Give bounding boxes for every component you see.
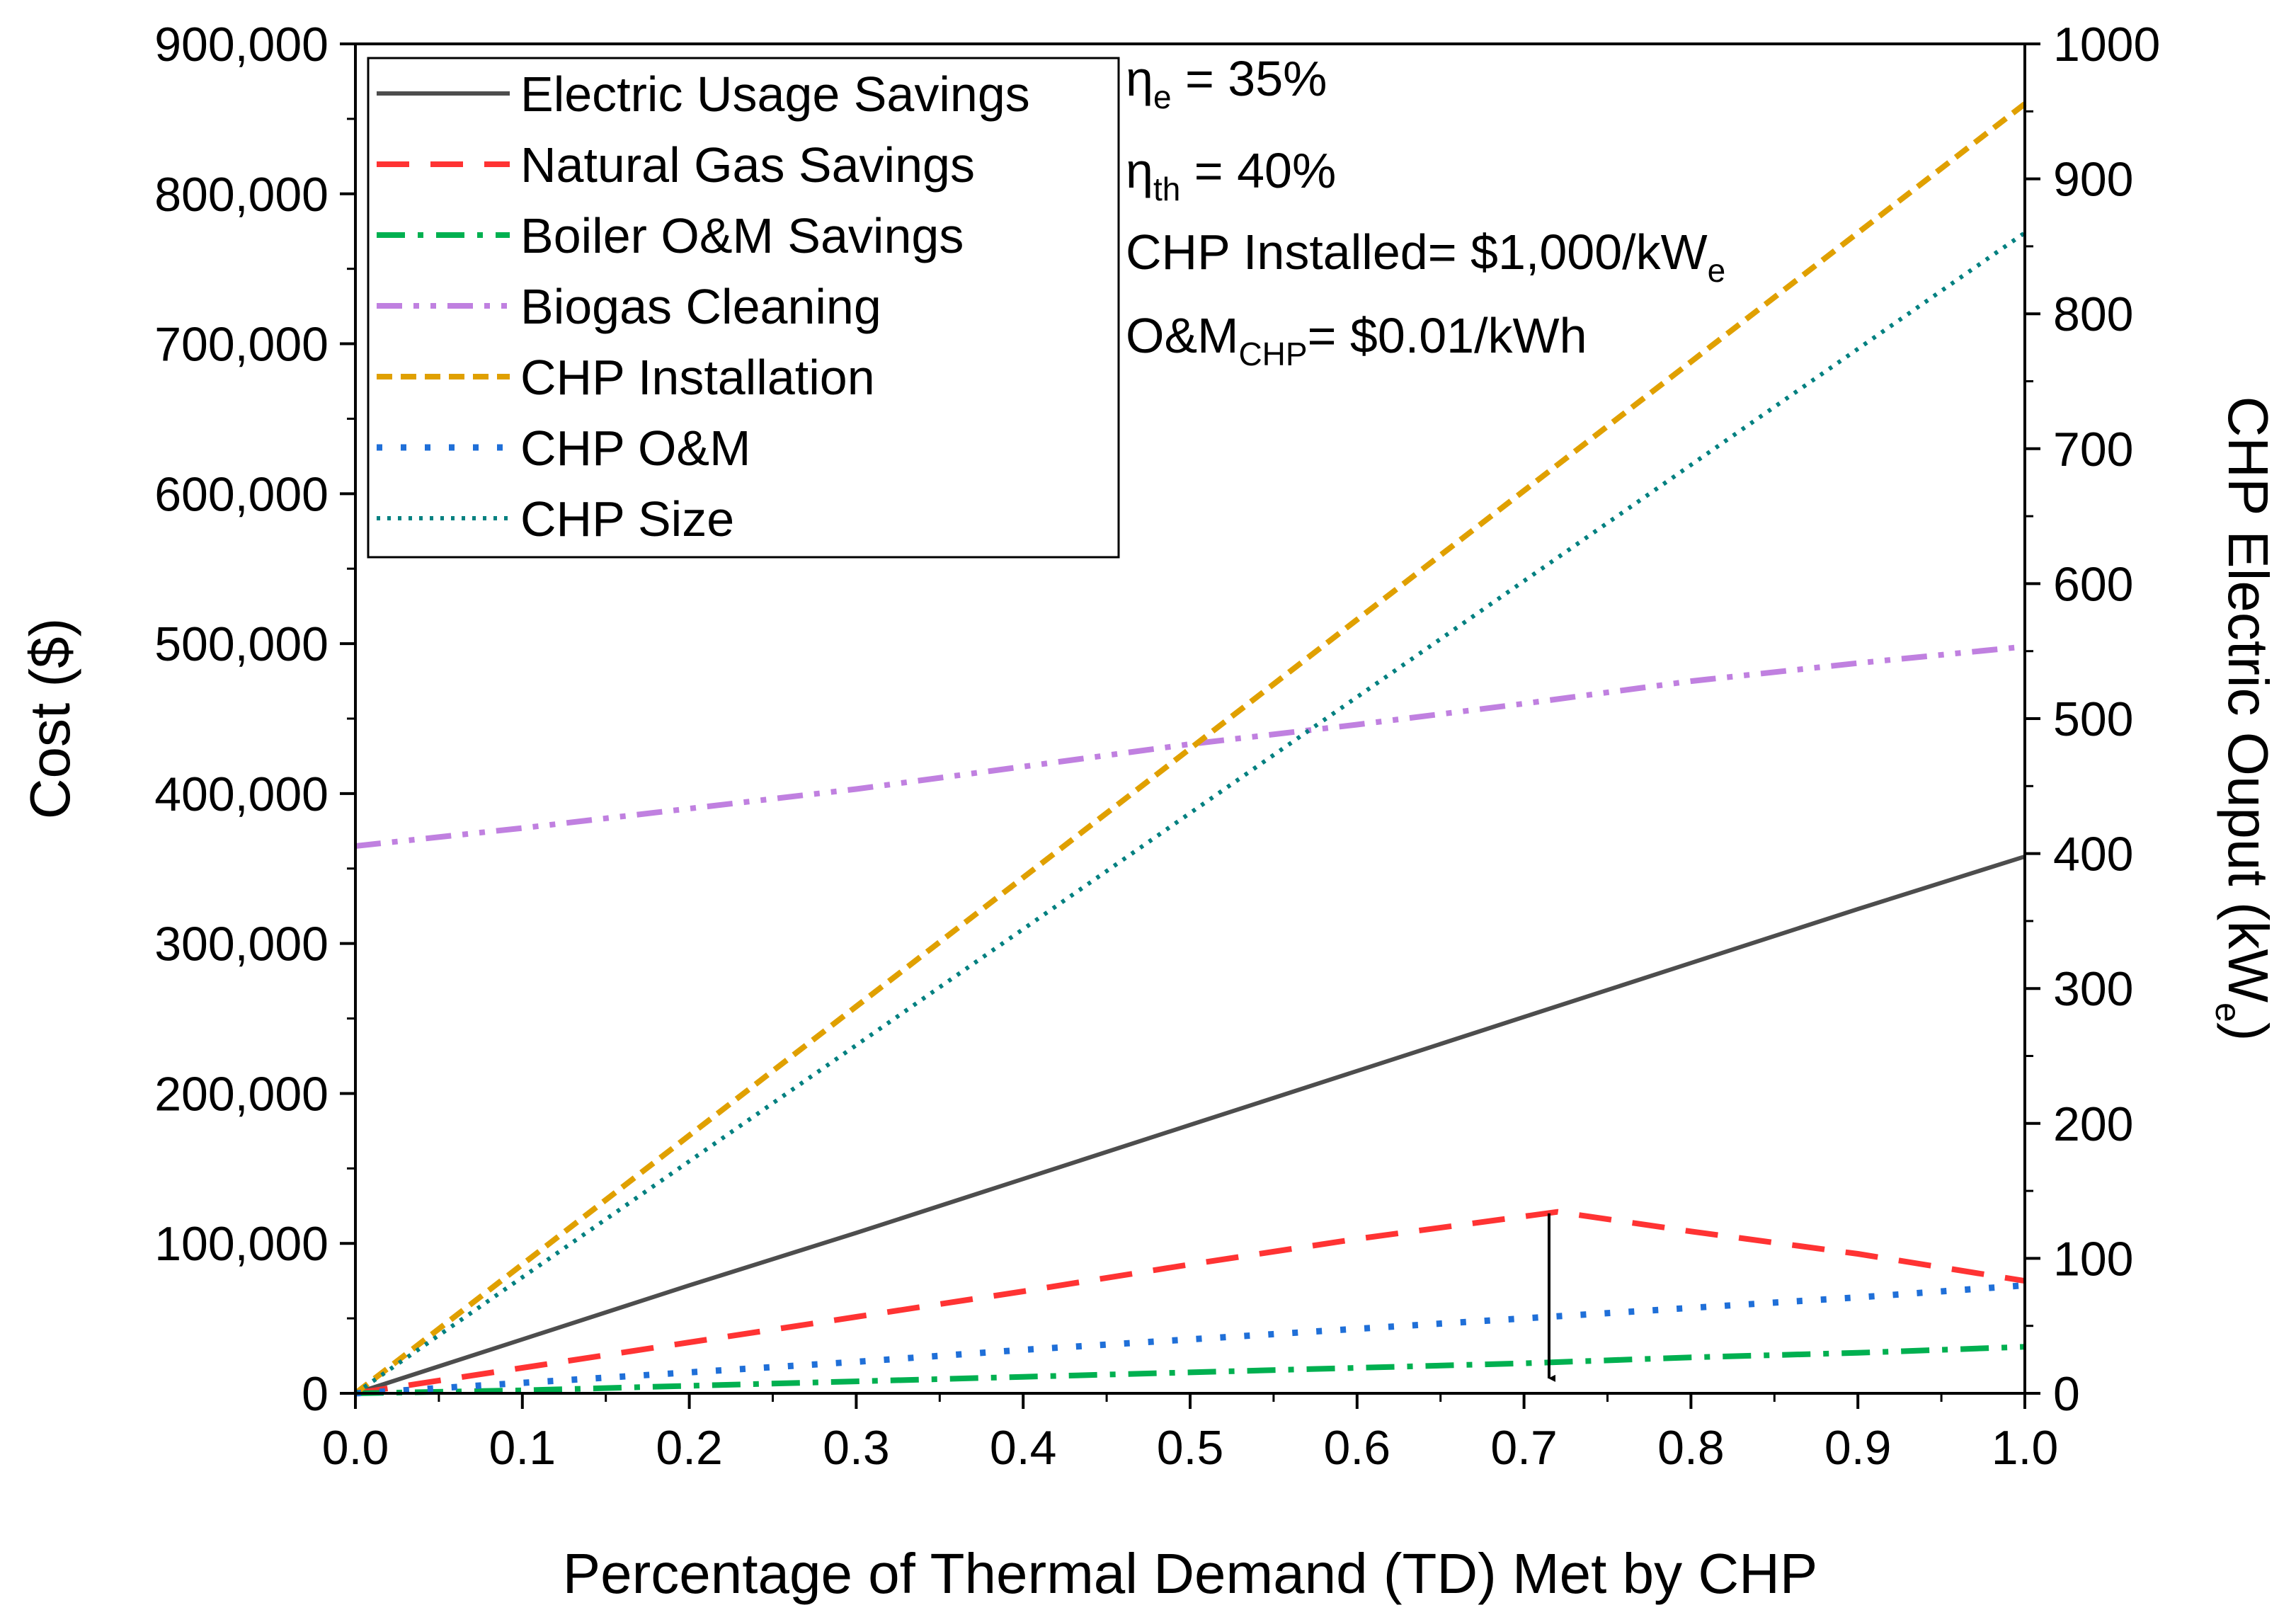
y-axis-ticks: 0 100,000 200,000 300,000 400,000 500,000 600,… (154, 18, 355, 1421)
annotation-sub: th (1153, 171, 1180, 207)
x-tick-label: 0.2 (656, 1421, 723, 1475)
annotation-tail: = $0.01/kWh (1308, 308, 1587, 363)
series-line-biogas-cleaning (355, 644, 2026, 849)
series-line-boiler-o-m-savings (355, 1344, 2026, 1396)
y2-axis-title-sub: e (2208, 1003, 2248, 1022)
annotation-tail: = 35% (1172, 51, 1327, 106)
y-tick-label: 100,000 (154, 1217, 329, 1271)
y2-tick-label: 200 (2053, 1097, 2133, 1151)
y2-tick-label: 800 (2053, 287, 2133, 341)
y2-axis-title-close: ) (2217, 1022, 2280, 1041)
annotation-text: ηth = 40% (1126, 143, 1336, 207)
y-axis-title: Cost ($) (18, 618, 81, 820)
legend: Electric Usage Savings Natural Gas Saving… (367, 57, 1120, 559)
y-tick-label: 500,000 (154, 617, 329, 671)
annotation-text: CHP Installed= $1,000/kWe (1126, 224, 1725, 289)
x-tick-label: 1.0 (1992, 1421, 2059, 1475)
legend-label: CHP O&M (520, 421, 750, 476)
y-tick-label: 0 (302, 1367, 329, 1421)
annotation-tail: = 40% (1180, 143, 1336, 198)
x-tick-label: 0.6 (1324, 1421, 1391, 1475)
y2-tick-label: 0 (2053, 1367, 2080, 1421)
series-line-electric-usage-savings (355, 854, 2026, 1395)
legend-box (367, 57, 1120, 559)
x-tick-label: 0.8 (1657, 1421, 1725, 1475)
x-axis-ticks: 0.0 0.1 0.2 0.3 0.4 0.5 0.6 0.7 0.8 0.9 1.0 (322, 1393, 2059, 1475)
x-tick-label: 0.0 (322, 1421, 389, 1475)
x-tick-label: 0.7 (1490, 1421, 1558, 1475)
y2-tick-label: 500 (2053, 692, 2133, 746)
y-tick-label: 200,000 (154, 1067, 329, 1121)
annotation-main: η (1126, 51, 1153, 106)
y-tick-label: 400,000 (154, 767, 329, 821)
y2-tick-label: 1000 (2053, 18, 2160, 72)
y-tick-label: 600,000 (154, 467, 329, 521)
legend-label: Biogas Cleaning (520, 279, 881, 334)
annotation-text: O&MCHP= $0.01/kWh (1126, 308, 1587, 372)
y2-axis-title: CHP Electric Ouput (kWe) (2208, 396, 2280, 1041)
series-line-chp-installation (353, 101, 2027, 1396)
x-tick-label: 0.5 (1157, 1421, 1224, 1475)
series-layer (353, 101, 2027, 1397)
annotations: ηe = 35%ηth = 40%CHP Installed= $1,000/k… (1126, 51, 1725, 372)
y2-tick-label: 600 (2053, 557, 2133, 611)
legend-label: Boiler O&M Savings (520, 208, 964, 263)
y2-axis-ticks: 0 100 200 300 400 500 600 700 800 900 1000 (2025, 18, 2160, 1421)
annotation-sub: e (1708, 252, 1726, 289)
y-tick-label: 900,000 (154, 18, 329, 72)
y2-tick-label: 100 (2053, 1232, 2133, 1286)
x-tick-label: 0.1 (489, 1421, 556, 1475)
y2-axis-title-main: CHP Electric Ouput (kW (2217, 396, 2280, 1003)
annotation-main: η (1126, 143, 1153, 198)
annotation-sub: CHP (1238, 336, 1307, 372)
x-tick-label: 0.9 (1824, 1421, 1892, 1475)
legend-label: Electric Usage Savings (520, 67, 1030, 122)
annotation-text: ηe = 35% (1126, 51, 1327, 115)
y-tick-label: 300,000 (154, 918, 329, 971)
annotation-main: O&M (1126, 308, 1238, 363)
legend-label: Natural Gas Savings (520, 137, 975, 193)
y-tick-label: 800,000 (154, 168, 329, 222)
annotation-sub: e (1153, 79, 1172, 115)
legend-label: CHP Installation (520, 350, 875, 405)
x-axis-title: Percentage of Thermal Demand (TD) Met by… (563, 1542, 1818, 1605)
y-tick-label: 700,000 (154, 318, 329, 372)
x-tick-label: 0.3 (823, 1421, 890, 1475)
series-line-natural-gas-savings (355, 1209, 2026, 1396)
annotation-main: CHP Installed= $1,000/kW (1126, 224, 1708, 280)
x-tick-label: 0.4 (990, 1421, 1057, 1475)
y2-tick-label: 400 (2053, 828, 2133, 881)
y2-tick-label: 700 (2053, 423, 2133, 476)
y2-tick-label: 300 (2053, 962, 2133, 1016)
legend-label: CHP Size (520, 491, 734, 547)
y2-tick-label: 900 (2053, 153, 2133, 207)
